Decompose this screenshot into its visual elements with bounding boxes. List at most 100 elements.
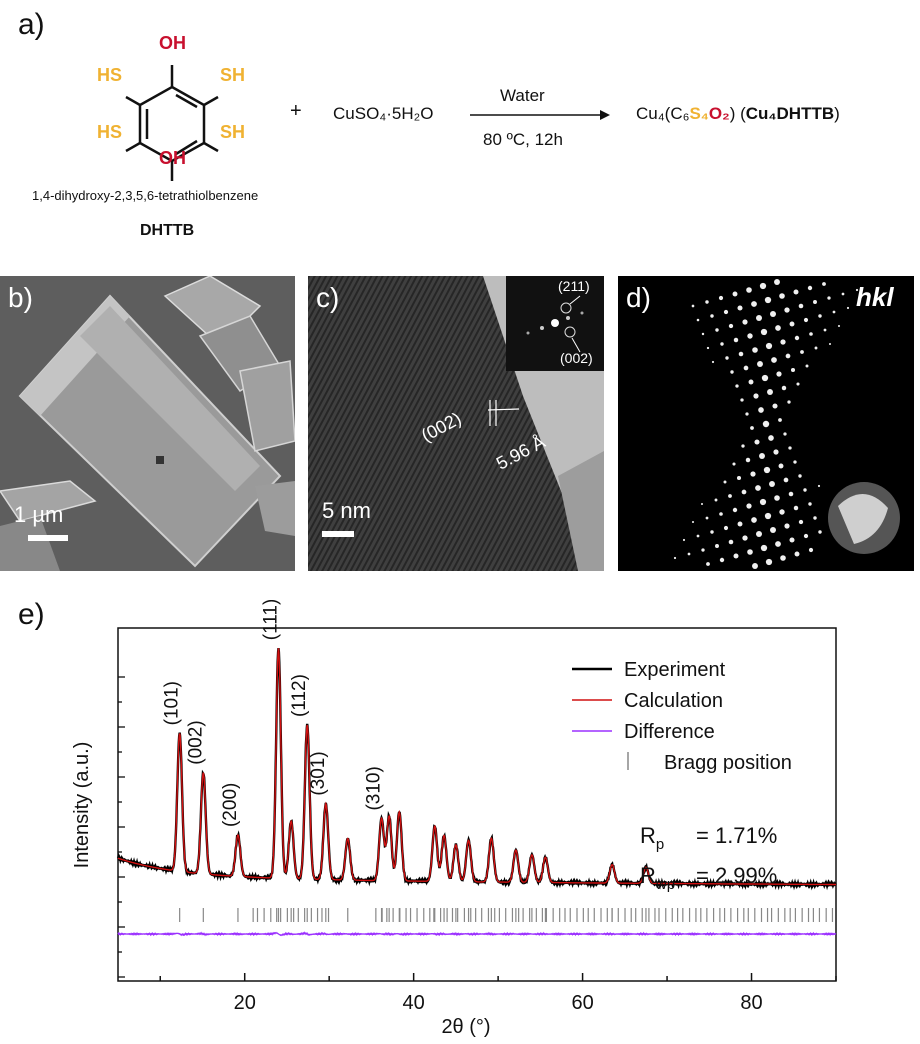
diffraction-spot: [818, 530, 822, 534]
y-axis-label: Intensity (a.u.): [71, 742, 93, 869]
diffraction-spot: [743, 365, 749, 371]
peak-label: (301): [308, 751, 329, 795]
diffraction-spot: [794, 551, 800, 557]
diffraction-spot: [764, 296, 772, 304]
inset-002-label: (002): [560, 350, 593, 366]
product-sulfur: S₄: [689, 104, 709, 123]
plot-frame: [117, 627, 837, 982]
diffraction-spot: [814, 346, 818, 350]
sem-crystals: [0, 276, 295, 571]
diffraction-image: d) hkl: [618, 276, 914, 571]
diffraction-spot: [732, 291, 738, 297]
diffraction-spot: [778, 418, 782, 422]
difference-curve: [117, 931, 837, 937]
diffraction-spot: [783, 432, 787, 436]
diffraction-spot: [789, 321, 795, 327]
product-close: ) (: [729, 104, 746, 123]
diffraction-spot: [751, 301, 757, 307]
diffraction-spot: [705, 300, 709, 304]
diffraction-spot: [711, 360, 715, 364]
legend-experiment: Experiment: [624, 659, 726, 681]
hrtem-image: c) (211) (002) (002) 5.96 Å 5 nm: [308, 276, 604, 571]
diffraction-spot: [771, 357, 777, 363]
diffraction-spot: [768, 435, 774, 441]
rp-symbol: Rp: [640, 823, 664, 853]
diffraction-spot: [746, 287, 752, 293]
diffraction-spot: [809, 332, 813, 336]
product-formula: Cu₄(C₆S₄O₂) (Cu₄DHTTB): [636, 104, 840, 124]
rp-value: = 1.71%: [696, 823, 777, 848]
diffraction-spot: [701, 332, 705, 336]
diffraction-spot: [723, 525, 729, 531]
inset-211-label: (211): [558, 278, 590, 294]
panel-e-letter: e): [18, 598, 45, 631]
diffraction-spot: [728, 494, 732, 498]
x-tick-label: 20: [234, 992, 256, 1014]
peak-label: (111): [260, 600, 281, 640]
diffraction-spot: [783, 477, 789, 483]
rwp-value: = 2.99%: [696, 863, 777, 888]
product-prefix: Cu₄(C₆: [636, 104, 690, 123]
diffraction-spot: [765, 558, 773, 566]
diffraction-spot: [705, 516, 709, 520]
diffraction-spot: [803, 317, 809, 323]
peak-label: (002): [185, 720, 206, 764]
arrow-condition-top: Water: [500, 86, 545, 105]
product-end: ): [834, 104, 840, 123]
diffraction-spot: [733, 553, 739, 559]
arrow-condition-bottom: 80 ºC, 12h: [483, 130, 563, 149]
diffraction-spot: [691, 304, 695, 308]
bragg-ticks: [179, 908, 834, 922]
diffraction-spot: [800, 350, 804, 354]
sh-bottom-left-label: HS: [97, 122, 123, 142]
calculation-curve: [117, 648, 836, 886]
diffraction-spot: [710, 530, 714, 534]
diffraction-spot: [772, 403, 778, 409]
diffraction-spot: [832, 310, 836, 314]
diffraction-spot: [794, 335, 800, 341]
diffraction-spot: [752, 347, 758, 353]
panel-b-letter: b): [8, 282, 33, 313]
diffraction-spot: [760, 544, 768, 552]
diffraction-spot: [754, 439, 760, 445]
diffraction-spot: [737, 521, 743, 527]
diffraction-spot: [823, 328, 827, 332]
diffraction-spot: [803, 533, 809, 539]
diffraction-spot: [793, 460, 797, 464]
reagent-formula: CuSO₄·5H₂O: [333, 104, 434, 123]
sh-top-left-label: HS: [97, 65, 123, 85]
diffraction-spot: [733, 337, 739, 343]
diffraction-spot: [718, 295, 724, 301]
diffraction-spot: [728, 323, 734, 329]
diffraction-spot: [682, 538, 686, 542]
diffraction-spot: [761, 374, 769, 382]
diffraction-spot: [750, 426, 754, 430]
diffraction-spot: [710, 314, 714, 318]
diffraction-spot: [769, 526, 777, 534]
diffraction-spot: [735, 384, 739, 388]
legend-calculation: Calculation: [624, 690, 723, 712]
diffraction-spot: [745, 457, 751, 463]
y-ticks: [118, 676, 125, 978]
diffraction-spot: [737, 305, 743, 311]
diffraction-spot: [742, 535, 748, 541]
diffraction-spot: [732, 507, 738, 513]
diffraction-spot: [828, 342, 832, 346]
diffraction-spot: [775, 541, 781, 547]
diffraction-spot: [817, 484, 821, 488]
diffraction-spot: [723, 309, 729, 315]
diffraction-spot: [764, 512, 772, 520]
diffraction-spot: [805, 364, 809, 368]
diffraction-spot: [751, 517, 757, 523]
diffraction-spot: [759, 453, 765, 459]
hrtem-scale-bar: [322, 531, 354, 537]
diffraction-spot: [827, 296, 831, 300]
sem-scale-bar: [28, 535, 68, 541]
sem-image: b) 1 µm: [0, 276, 295, 571]
x-tick-label: 60: [571, 992, 593, 1014]
x-tick-label: 40: [403, 992, 425, 1014]
legend-bragg: Bragg position: [664, 752, 792, 774]
peak-label: (310): [364, 766, 385, 810]
diffraction-spot: [745, 412, 749, 416]
diffraction-spot: [803, 488, 807, 492]
